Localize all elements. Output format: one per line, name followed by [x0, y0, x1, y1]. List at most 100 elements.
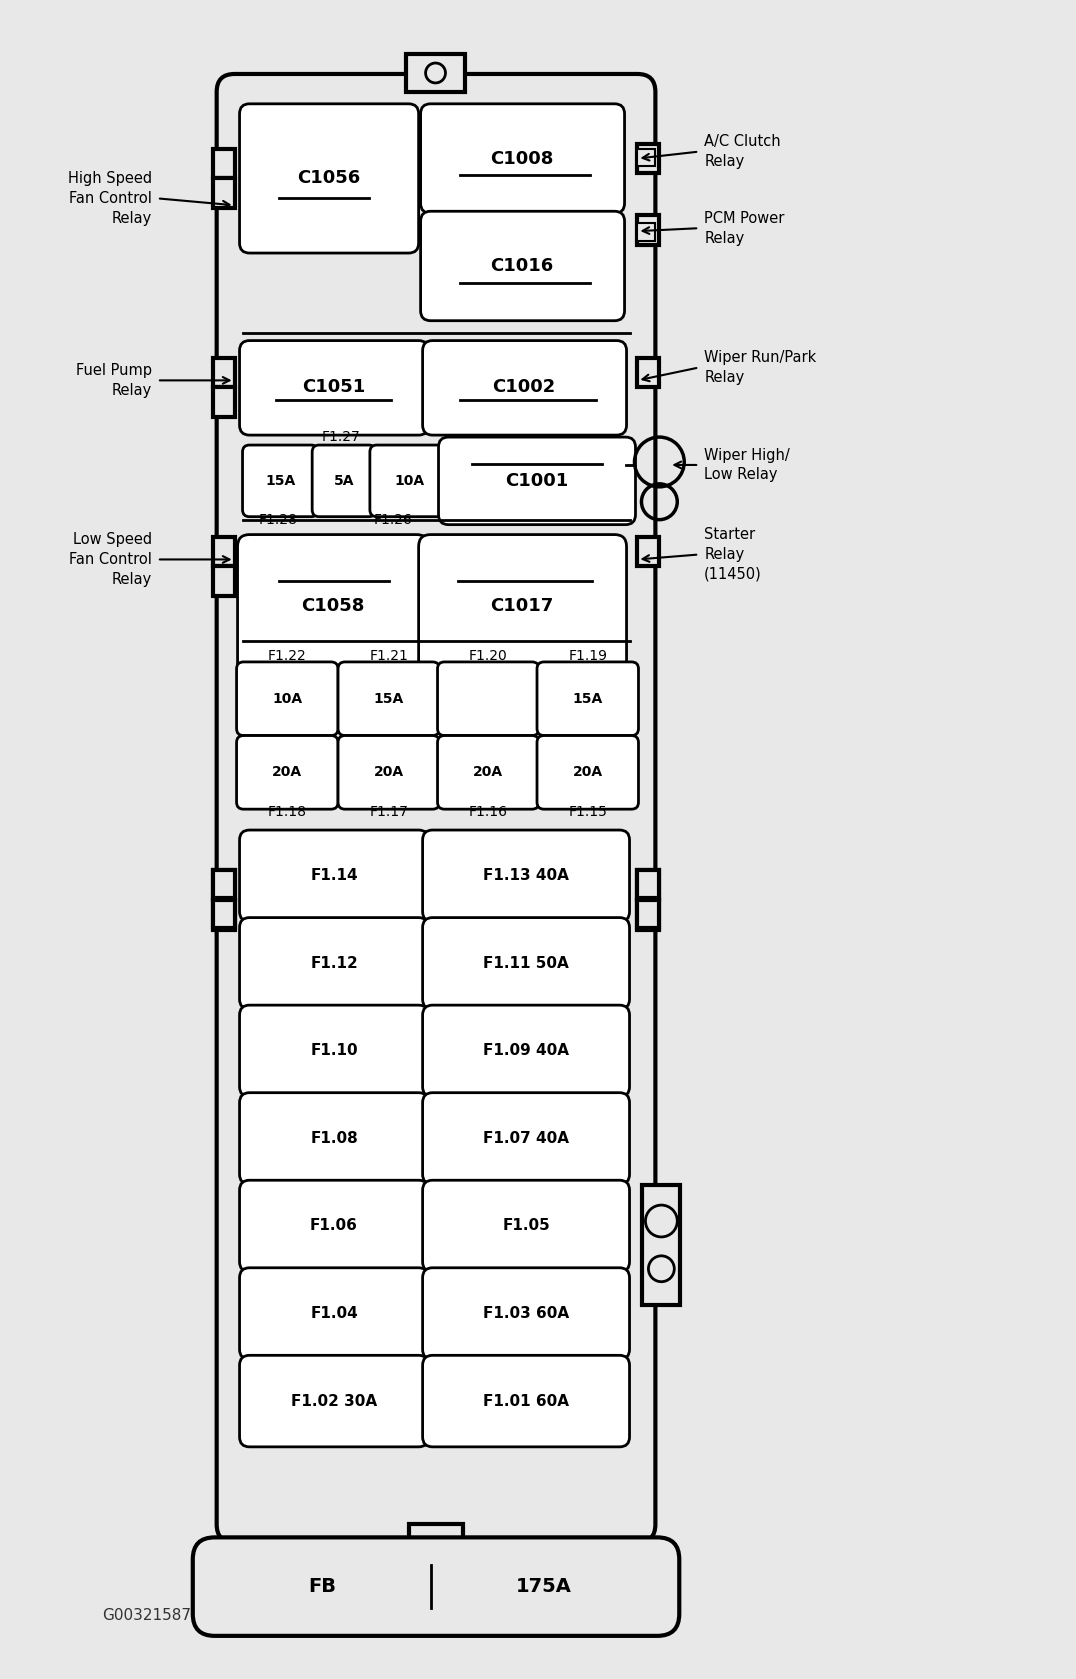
Text: F1.07 40A: F1.07 40A: [483, 1132, 569, 1147]
Text: Wiper Run/Park
Relay: Wiper Run/Park Relay: [704, 349, 817, 384]
Bar: [637, 148, 655, 166]
FancyBboxPatch shape: [193, 1538, 679, 1635]
FancyBboxPatch shape: [237, 662, 338, 735]
Text: High Speed
Fan Control
Relay: High Speed Fan Control Relay: [68, 171, 152, 225]
Text: F1.12: F1.12: [310, 955, 358, 970]
FancyBboxPatch shape: [240, 1093, 428, 1184]
FancyBboxPatch shape: [423, 829, 629, 922]
Bar: [637, 870, 660, 900]
FancyBboxPatch shape: [423, 1355, 629, 1447]
Text: C1016: C1016: [491, 257, 554, 275]
FancyBboxPatch shape: [438, 735, 539, 809]
Text: 20A: 20A: [373, 766, 404, 779]
FancyBboxPatch shape: [216, 74, 655, 1543]
FancyBboxPatch shape: [338, 735, 439, 809]
Text: G00321587: G00321587: [102, 1608, 192, 1624]
Text: 20A: 20A: [572, 766, 603, 779]
Text: F1.26: F1.26: [373, 512, 412, 527]
FancyBboxPatch shape: [240, 1268, 428, 1360]
Text: C1058: C1058: [301, 598, 365, 615]
Text: C1017: C1017: [491, 598, 554, 615]
FancyBboxPatch shape: [240, 104, 419, 254]
FancyBboxPatch shape: [423, 1093, 629, 1184]
FancyBboxPatch shape: [242, 445, 318, 517]
FancyBboxPatch shape: [370, 445, 449, 517]
Bar: [213, 870, 235, 900]
Text: Starter
Relay
(11450): Starter Relay (11450): [704, 527, 762, 583]
Text: F1.13 40A: F1.13 40A: [483, 868, 569, 883]
FancyBboxPatch shape: [240, 1355, 428, 1447]
Text: 5A: 5A: [334, 473, 354, 489]
Text: C1002: C1002: [493, 378, 555, 396]
Text: F1.22: F1.22: [268, 650, 307, 663]
FancyBboxPatch shape: [240, 918, 428, 1009]
Bar: [637, 144, 660, 173]
FancyBboxPatch shape: [240, 1180, 428, 1271]
Bar: [213, 388, 235, 416]
Text: A/C Clutch
Relay: A/C Clutch Relay: [704, 134, 781, 170]
Text: 20A: 20A: [272, 766, 302, 779]
Bar: [642, 1185, 680, 1305]
FancyBboxPatch shape: [421, 212, 624, 321]
Text: 15A: 15A: [572, 692, 603, 705]
Bar: [637, 900, 660, 927]
Text: F1.17: F1.17: [369, 806, 408, 819]
Text: 175A: 175A: [516, 1577, 572, 1597]
Text: F1.08: F1.08: [310, 1132, 358, 1147]
Bar: [213, 900, 235, 930]
FancyBboxPatch shape: [237, 735, 338, 809]
Bar: [213, 178, 235, 208]
Text: F1.20: F1.20: [469, 650, 508, 663]
Text: Low Speed
Fan Control
Relay: Low Speed Fan Control Relay: [69, 532, 152, 586]
Text: F1.02 30A: F1.02 30A: [291, 1394, 377, 1409]
Bar: [213, 870, 235, 898]
Text: F1.14: F1.14: [310, 868, 358, 883]
FancyBboxPatch shape: [240, 1006, 428, 1096]
Text: Fuel Pump
Relay: Fuel Pump Relay: [76, 363, 152, 398]
Bar: [637, 215, 660, 245]
FancyBboxPatch shape: [423, 918, 629, 1009]
Text: F1.18: F1.18: [268, 806, 307, 819]
Bar: [213, 900, 235, 927]
Bar: [213, 566, 235, 596]
Text: F1.27: F1.27: [322, 430, 360, 443]
Text: F1.01 60A: F1.01 60A: [483, 1394, 569, 1409]
FancyBboxPatch shape: [238, 534, 428, 678]
Text: 10A: 10A: [272, 692, 302, 705]
FancyBboxPatch shape: [423, 1268, 629, 1360]
Text: F1.19: F1.19: [568, 650, 607, 663]
FancyBboxPatch shape: [438, 662, 539, 735]
Bar: [637, 900, 660, 930]
FancyBboxPatch shape: [537, 735, 638, 809]
FancyBboxPatch shape: [338, 662, 439, 735]
Text: F1.04: F1.04: [310, 1306, 358, 1321]
Text: C1056: C1056: [297, 170, 360, 188]
FancyBboxPatch shape: [312, 445, 376, 517]
Text: F1.10: F1.10: [310, 1043, 358, 1058]
Text: 20A: 20A: [473, 766, 504, 779]
FancyBboxPatch shape: [423, 341, 626, 435]
Bar: [637, 537, 660, 566]
Text: 15A: 15A: [373, 692, 404, 705]
Text: PCM Power
Relay: PCM Power Relay: [704, 212, 784, 245]
Bar: [406, 54, 466, 92]
Text: F1.05: F1.05: [502, 1219, 550, 1234]
Bar: [213, 148, 235, 178]
Bar: [637, 358, 660, 388]
FancyBboxPatch shape: [419, 534, 626, 678]
FancyBboxPatch shape: [423, 1180, 629, 1271]
Bar: [213, 537, 235, 566]
Bar: [637, 223, 655, 242]
Text: 10A: 10A: [394, 473, 424, 489]
Text: F1.09 40A: F1.09 40A: [483, 1043, 569, 1058]
FancyBboxPatch shape: [240, 829, 428, 922]
Text: FB: FB: [309, 1577, 337, 1597]
Bar: [637, 870, 660, 898]
FancyBboxPatch shape: [537, 662, 638, 735]
Text: C1001: C1001: [506, 472, 568, 490]
Bar: [409, 1525, 464, 1550]
Text: F1.21: F1.21: [369, 650, 408, 663]
Text: Wiper High/
Low Relay: Wiper High/ Low Relay: [704, 448, 790, 482]
Text: C1051: C1051: [302, 378, 366, 396]
Text: F1.03 60A: F1.03 60A: [483, 1306, 569, 1321]
